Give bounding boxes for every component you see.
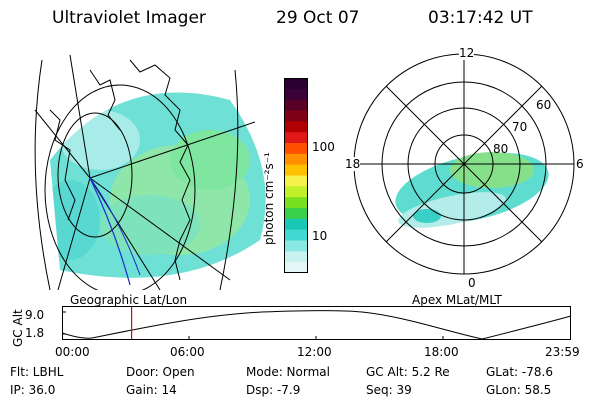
- alt-ylabel: GC Alt: [11, 309, 25, 347]
- colorbar-band: [284, 164, 308, 176]
- colorbar-band: [284, 208, 308, 220]
- mlt-label-18: 18: [345, 157, 361, 171]
- colorbar-band: [284, 251, 308, 263]
- mlat-label-80: 80: [493, 142, 509, 156]
- altitude-plot: [62, 306, 572, 340]
- date-label: 29 Oct 07: [276, 8, 360, 28]
- geo-caption: Geographic Lat/Lon: [70, 293, 188, 307]
- colorbar-label: photon cm⁻²s⁻¹: [262, 152, 276, 245]
- colorbar-band: [284, 229, 308, 241]
- geo-aurora-image: [50, 92, 266, 278]
- colorbar-band: [284, 175, 308, 187]
- alt-xtick-2359: 23:59: [545, 345, 580, 359]
- info-flt: Flt: LBHL: [10, 365, 64, 379]
- mlat-label-70: 70: [512, 120, 528, 134]
- colorbar-band: [284, 88, 308, 101]
- mlt-label-6: 6: [576, 157, 584, 171]
- info-gain: Gain: 14: [126, 383, 177, 397]
- alt-xtick-1800: 18:00: [424, 345, 459, 359]
- colorbar-band: [284, 99, 308, 111]
- time-label: 03:17:42 UT: [428, 8, 533, 28]
- colorbar-band: [284, 262, 308, 273]
- colorbar-band: [284, 153, 308, 166]
- alt-xtick-0600: 06:00: [170, 345, 205, 359]
- alt-xtick-0000: 00:00: [55, 345, 90, 359]
- alt-ytick-9: 9.0: [25, 308, 45, 322]
- info-ip: IP: 36.0: [10, 383, 56, 397]
- colorbar-band: [284, 197, 308, 209]
- altitude-curve: [62, 310, 572, 340]
- colorbar-band: [284, 218, 308, 231]
- alt-ytick-1-8: 1.8: [25, 326, 45, 340]
- polar-map: [353, 53, 575, 275]
- alt-xtick-1200: 12:00: [297, 345, 332, 359]
- colorbar-band: [284, 78, 308, 90]
- orbit-track-2: [89, 177, 141, 276]
- info-seq: Seq: 39: [366, 383, 412, 397]
- colorbar-band: [284, 186, 308, 198]
- info-mode: Mode: Normal: [246, 365, 330, 379]
- geo-grid: [34, 54, 256, 290]
- geographic-map: [34, 54, 266, 290]
- info-glon: GLon: 58.5: [486, 383, 552, 397]
- polar-caption: Apex MLat/MLT: [412, 293, 502, 307]
- colorbar-band: [284, 240, 308, 252]
- geo-coastline: [49, 59, 191, 281]
- info-gc-alt: GC Alt: 5.2 Re: [366, 365, 450, 379]
- info-door: Door: Open: [126, 365, 195, 379]
- mlt-label-0: 0: [468, 276, 476, 290]
- colorbar-band: [284, 121, 308, 133]
- colorbar-tick-10: 10: [312, 229, 328, 243]
- app-title: Ultraviolet Imager: [52, 8, 206, 28]
- colorbar-band: [284, 143, 308, 155]
- polar-grid: [353, 53, 575, 275]
- colorbar-band: [284, 132, 308, 144]
- colorbar: [284, 78, 308, 273]
- info-glat: GLat: -78.6: [486, 365, 553, 379]
- mlat-label-60: 60: [536, 98, 552, 112]
- mlt-label-12: 12: [459, 46, 475, 60]
- colorbar-band: [284, 110, 308, 122]
- colorbar-tick-100: 100: [312, 140, 335, 154]
- info-dsp: Dsp: -7.9: [246, 383, 301, 397]
- orbit-track: [89, 177, 131, 286]
